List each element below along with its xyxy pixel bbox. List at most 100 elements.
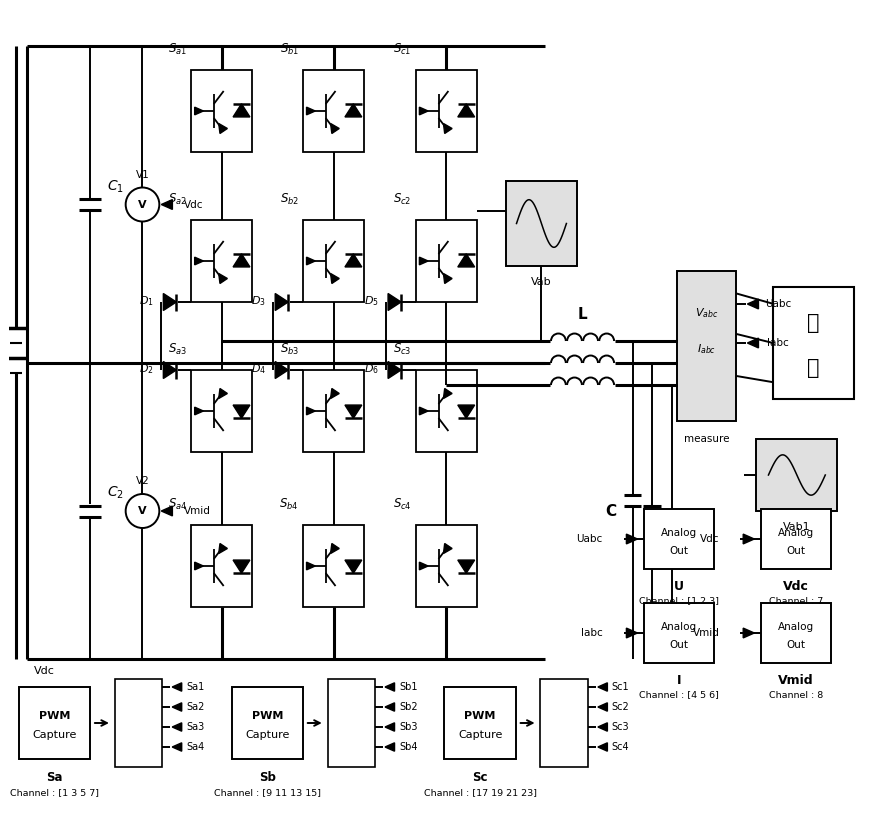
Text: $V_{abc}$: $V_{abc}$ (695, 306, 719, 320)
Polygon shape (172, 703, 182, 711)
Text: Sa1: Sa1 (186, 682, 204, 692)
Text: C: C (605, 503, 616, 519)
Polygon shape (306, 407, 315, 415)
Bar (303, 220, 365, 302)
Text: Sb1: Sb1 (399, 682, 418, 692)
Text: Channel : 8: Channel : 8 (769, 690, 823, 699)
Text: Vmid: Vmid (778, 673, 814, 686)
Polygon shape (457, 103, 475, 117)
Text: $D_4$: $D_4$ (251, 362, 266, 376)
Text: Analog: Analog (778, 528, 814, 538)
Text: Vdc: Vdc (34, 666, 55, 676)
Text: Sa2: Sa2 (186, 702, 205, 712)
Polygon shape (747, 338, 758, 348)
Polygon shape (194, 562, 203, 570)
Text: Uabc: Uabc (577, 534, 603, 544)
Bar (416, 220, 477, 302)
Polygon shape (743, 628, 754, 638)
Text: Sc3: Sc3 (612, 722, 630, 732)
Bar (761, 603, 831, 663)
Polygon shape (233, 254, 250, 267)
Polygon shape (626, 628, 638, 638)
Text: Iabc: Iabc (581, 628, 603, 638)
Text: Sc2: Sc2 (612, 702, 630, 712)
Polygon shape (457, 254, 475, 267)
Text: Sb: Sb (259, 770, 275, 783)
Polygon shape (162, 506, 172, 516)
Text: Iabc: Iabc (767, 338, 789, 348)
Text: Vmid: Vmid (184, 506, 210, 516)
Polygon shape (419, 407, 428, 415)
Polygon shape (598, 703, 608, 711)
Text: Capture: Capture (32, 730, 77, 740)
Text: Sc: Sc (472, 770, 487, 783)
Text: Channel : [4 5 6]: Channel : [4 5 6] (639, 690, 719, 699)
Polygon shape (385, 722, 395, 732)
Polygon shape (385, 703, 395, 711)
Bar (303, 525, 365, 607)
Text: $S_{c3}$: $S_{c3}$ (393, 342, 411, 357)
Text: $S_{a3}$: $S_{a3}$ (168, 342, 187, 357)
Polygon shape (345, 405, 362, 418)
Bar (774, 287, 854, 399)
Polygon shape (194, 407, 203, 415)
Polygon shape (626, 534, 638, 544)
Text: Vmid: Vmid (693, 628, 720, 638)
Bar (115, 679, 162, 767)
Polygon shape (233, 405, 250, 418)
Bar (645, 603, 713, 663)
Bar (756, 439, 837, 511)
Text: $S_{b2}$: $S_{b2}$ (280, 192, 299, 207)
Text: V: V (138, 506, 147, 516)
Text: Out: Out (787, 546, 805, 556)
Polygon shape (330, 273, 339, 283)
Bar (191, 370, 253, 452)
Text: PWM: PWM (252, 711, 283, 721)
Polygon shape (345, 103, 362, 117)
Polygon shape (233, 560, 250, 573)
Polygon shape (306, 562, 315, 570)
Text: U: U (674, 580, 684, 593)
Polygon shape (345, 560, 362, 573)
Polygon shape (194, 108, 203, 115)
Polygon shape (385, 683, 395, 691)
Text: Analog: Analog (778, 622, 814, 632)
Text: Out: Out (669, 640, 689, 650)
Text: Vdc: Vdc (783, 580, 809, 593)
Text: 载: 载 (807, 358, 820, 378)
Text: $S_{a4}$: $S_{a4}$ (168, 497, 187, 512)
Text: Sa4: Sa4 (186, 742, 204, 752)
Text: $D_5$: $D_5$ (364, 294, 379, 308)
Text: $C_2$: $C_2$ (107, 484, 124, 501)
Polygon shape (219, 123, 228, 134)
Text: $D_3$: $D_3$ (251, 294, 266, 308)
Polygon shape (443, 123, 452, 134)
Text: Sa: Sa (46, 770, 63, 783)
Polygon shape (233, 103, 250, 117)
Text: $S_{b1}$: $S_{b1}$ (280, 42, 299, 57)
Text: I: I (676, 673, 682, 686)
Text: Channel : 7: Channel : 7 (769, 597, 823, 606)
Text: Capture: Capture (245, 730, 290, 740)
Polygon shape (598, 683, 608, 691)
Polygon shape (743, 534, 754, 544)
Text: $S_{b4}$: $S_{b4}$ (279, 497, 299, 512)
Text: Sa3: Sa3 (186, 722, 204, 732)
Text: V: V (138, 200, 147, 209)
Bar (191, 220, 253, 302)
Text: $I_{abc}$: $I_{abc}$ (698, 342, 716, 355)
Text: $S_{c2}$: $S_{c2}$ (393, 192, 411, 207)
Bar (416, 70, 477, 152)
Text: Channel : [9 11 13 15]: Channel : [9 11 13 15] (214, 788, 321, 797)
Bar (19, 687, 90, 759)
Polygon shape (163, 361, 177, 378)
Polygon shape (275, 293, 288, 310)
Text: Vab1: Vab1 (783, 522, 811, 532)
Polygon shape (388, 293, 401, 310)
Bar (191, 70, 253, 152)
Polygon shape (385, 743, 395, 751)
Bar (444, 687, 516, 759)
Polygon shape (172, 743, 182, 751)
Text: Channel : [1 3 5 7]: Channel : [1 3 5 7] (10, 788, 99, 797)
Polygon shape (330, 544, 339, 553)
